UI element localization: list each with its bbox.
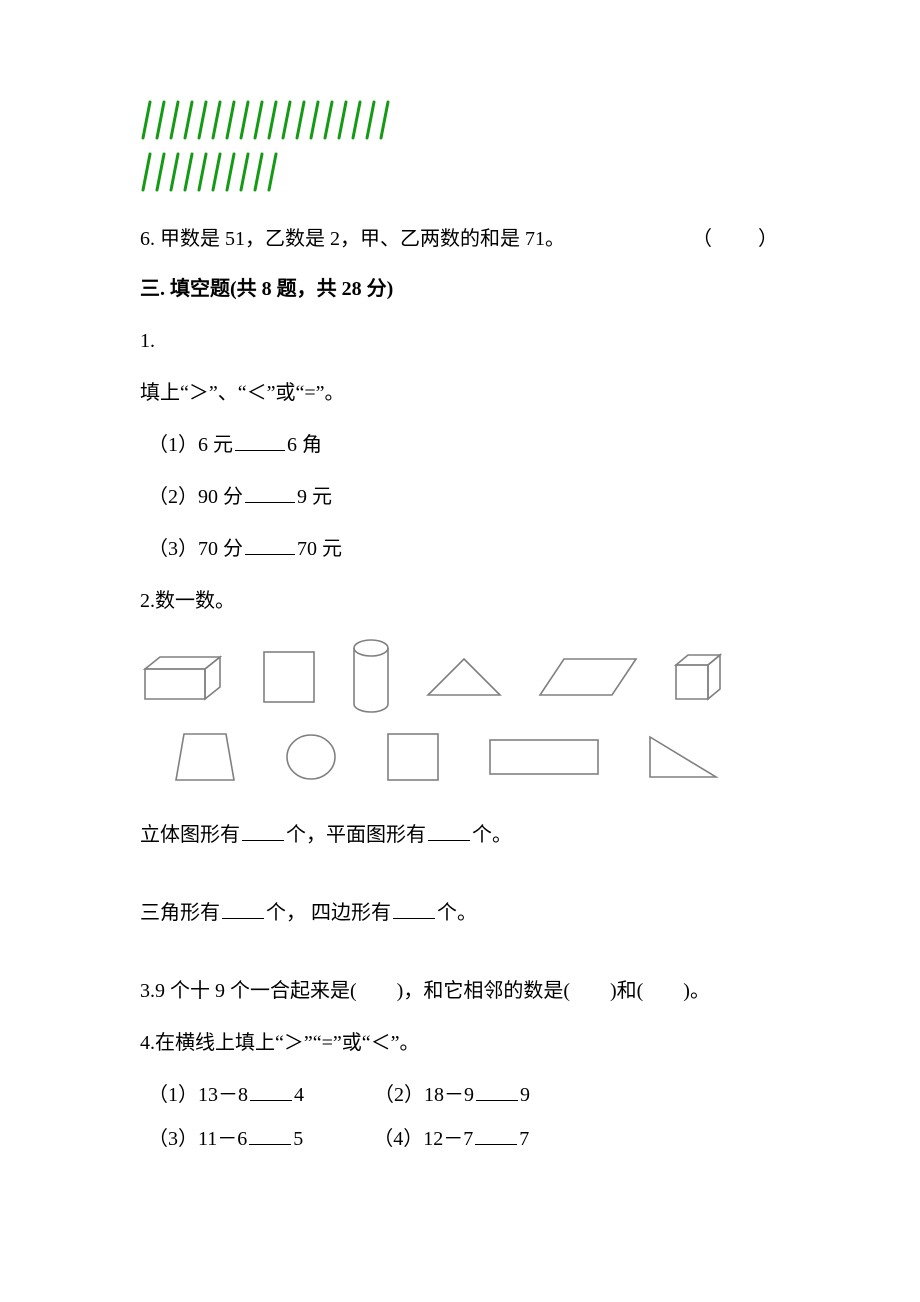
tally-mark bbox=[224, 152, 234, 190]
blank bbox=[475, 1126, 517, 1145]
q3-4-cell: （1）13－8 4 bbox=[148, 1076, 304, 1114]
q3-1-prompt: 填上“＞”、“＜”或“=”。 bbox=[140, 374, 780, 412]
tally-mark bbox=[210, 100, 220, 138]
q3-4-header: 4.在横线上填上“＞”“=”或“＜”。 bbox=[140, 1024, 780, 1062]
text: 立体图形有 bbox=[140, 824, 240, 846]
cell-after: 7 bbox=[519, 1128, 529, 1150]
blank bbox=[242, 822, 284, 841]
shape-parallelogram bbox=[534, 653, 642, 701]
q3-1-item: （3）70 分 70 元 bbox=[140, 530, 780, 568]
tally-mark bbox=[182, 100, 192, 138]
item-label: （2）90 分 bbox=[148, 486, 243, 508]
tally-mark bbox=[238, 100, 248, 138]
cell-pre: （4）12－7 bbox=[373, 1128, 473, 1150]
q3-2-line-solid: 立体图形有 个，平面图形有 个。 bbox=[140, 816, 780, 854]
tally-mark bbox=[322, 100, 332, 138]
item-label: （1）6 元 bbox=[148, 434, 233, 456]
tally-mark bbox=[224, 100, 234, 138]
tally-mark bbox=[336, 100, 346, 138]
cell-after: 9 bbox=[520, 1084, 530, 1106]
blank bbox=[476, 1082, 518, 1101]
tally-mark bbox=[252, 100, 262, 138]
shapes-row-2 bbox=[140, 728, 780, 786]
tally-mark bbox=[294, 100, 304, 138]
blank bbox=[249, 1126, 291, 1145]
blank bbox=[250, 1082, 292, 1101]
shapes-figure bbox=[140, 638, 780, 786]
tally-mark bbox=[140, 152, 150, 190]
item-after: 6 角 bbox=[287, 434, 322, 456]
tally-mark bbox=[280, 100, 290, 138]
blank bbox=[393, 900, 435, 919]
cell-after: 4 bbox=[294, 1084, 304, 1106]
cell-pre: （3）11－6 bbox=[148, 1128, 247, 1150]
shape-square bbox=[258, 646, 320, 708]
tally-figure bbox=[140, 100, 780, 190]
tally-mark bbox=[378, 100, 388, 138]
tally-mark bbox=[140, 100, 150, 138]
text: 三角形有 bbox=[140, 902, 220, 924]
shapes-row-1 bbox=[140, 638, 780, 716]
tally-mark bbox=[252, 152, 262, 190]
item-after: 70 元 bbox=[297, 538, 342, 560]
blank bbox=[245, 536, 295, 555]
tally-mark bbox=[168, 152, 178, 190]
cell-after: 5 bbox=[293, 1128, 303, 1150]
q3-2-number: 2.数一数。 bbox=[140, 582, 780, 620]
shape-cuboid bbox=[140, 651, 230, 703]
text: 个。 bbox=[437, 902, 477, 924]
q6-paren: （ ） bbox=[692, 220, 780, 258]
blank bbox=[222, 900, 264, 919]
q3-4-row: （3）11－6 5 （4）12－7 7 bbox=[140, 1120, 780, 1158]
tally-mark bbox=[266, 100, 276, 138]
item-after: 9 元 bbox=[297, 486, 332, 508]
q3-1-item: （2）90 分 9 元 bbox=[140, 478, 780, 516]
section-3-header: 三. 填空题(共 8 题，共 28 分) bbox=[140, 270, 780, 308]
text: 个。 bbox=[472, 824, 512, 846]
tally-mark bbox=[308, 100, 318, 138]
tally-row-1 bbox=[140, 100, 780, 138]
q3-1-number: 1. bbox=[140, 322, 780, 360]
blank bbox=[245, 484, 295, 503]
tally-mark bbox=[168, 100, 178, 138]
text: 个，平面图形有 bbox=[286, 824, 426, 846]
tally-mark bbox=[196, 152, 206, 190]
q6-text: 6. 甲数是 51，乙数是 2，甲、乙两数的和是 71。 bbox=[140, 220, 565, 258]
shape-trapezoid bbox=[170, 728, 240, 786]
tally-mark bbox=[196, 100, 206, 138]
q3-4-cell: （3）11－6 5 bbox=[148, 1120, 303, 1158]
text: 个， 四边形有 bbox=[266, 902, 391, 924]
q3-4-row: （1）13－8 4 （2）18－9 9 bbox=[140, 1076, 780, 1114]
shape-cube bbox=[670, 649, 726, 705]
tally-mark bbox=[266, 152, 276, 190]
cell-pre: （2）18－9 bbox=[374, 1084, 474, 1106]
shape-right-triangle bbox=[644, 731, 722, 783]
shape-square-2 bbox=[382, 728, 444, 786]
q3-4-cell: （2）18－9 9 bbox=[374, 1076, 530, 1114]
tally-mark bbox=[210, 152, 220, 190]
q3-1-item: （1）6 元 6 角 bbox=[140, 426, 780, 464]
tally-mark bbox=[350, 100, 360, 138]
tally-row-2 bbox=[140, 152, 780, 190]
shape-rectangle bbox=[484, 734, 604, 780]
shape-triangle bbox=[422, 653, 506, 701]
item-label: （3）70 分 bbox=[148, 538, 243, 560]
shape-circle bbox=[280, 728, 342, 786]
tally-mark bbox=[154, 152, 164, 190]
q3-4-cell: （4）12－7 7 bbox=[373, 1120, 529, 1158]
blank bbox=[428, 822, 470, 841]
shape-cylinder bbox=[348, 638, 394, 716]
cell-pre: （1）13－8 bbox=[148, 1084, 248, 1106]
tally-mark bbox=[182, 152, 192, 190]
blank bbox=[235, 432, 285, 451]
tally-mark bbox=[154, 100, 164, 138]
tally-mark bbox=[238, 152, 248, 190]
question-6: 6. 甲数是 51，乙数是 2，甲、乙两数的和是 71。 （ ） bbox=[140, 220, 780, 258]
q3-3: 3.9 个十 9 个一合起来是( )，和它相邻的数是( )和( )。 bbox=[140, 972, 780, 1010]
q3-2-line-tri: 三角形有 个， 四边形有 个。 bbox=[140, 894, 780, 932]
tally-mark bbox=[364, 100, 374, 138]
